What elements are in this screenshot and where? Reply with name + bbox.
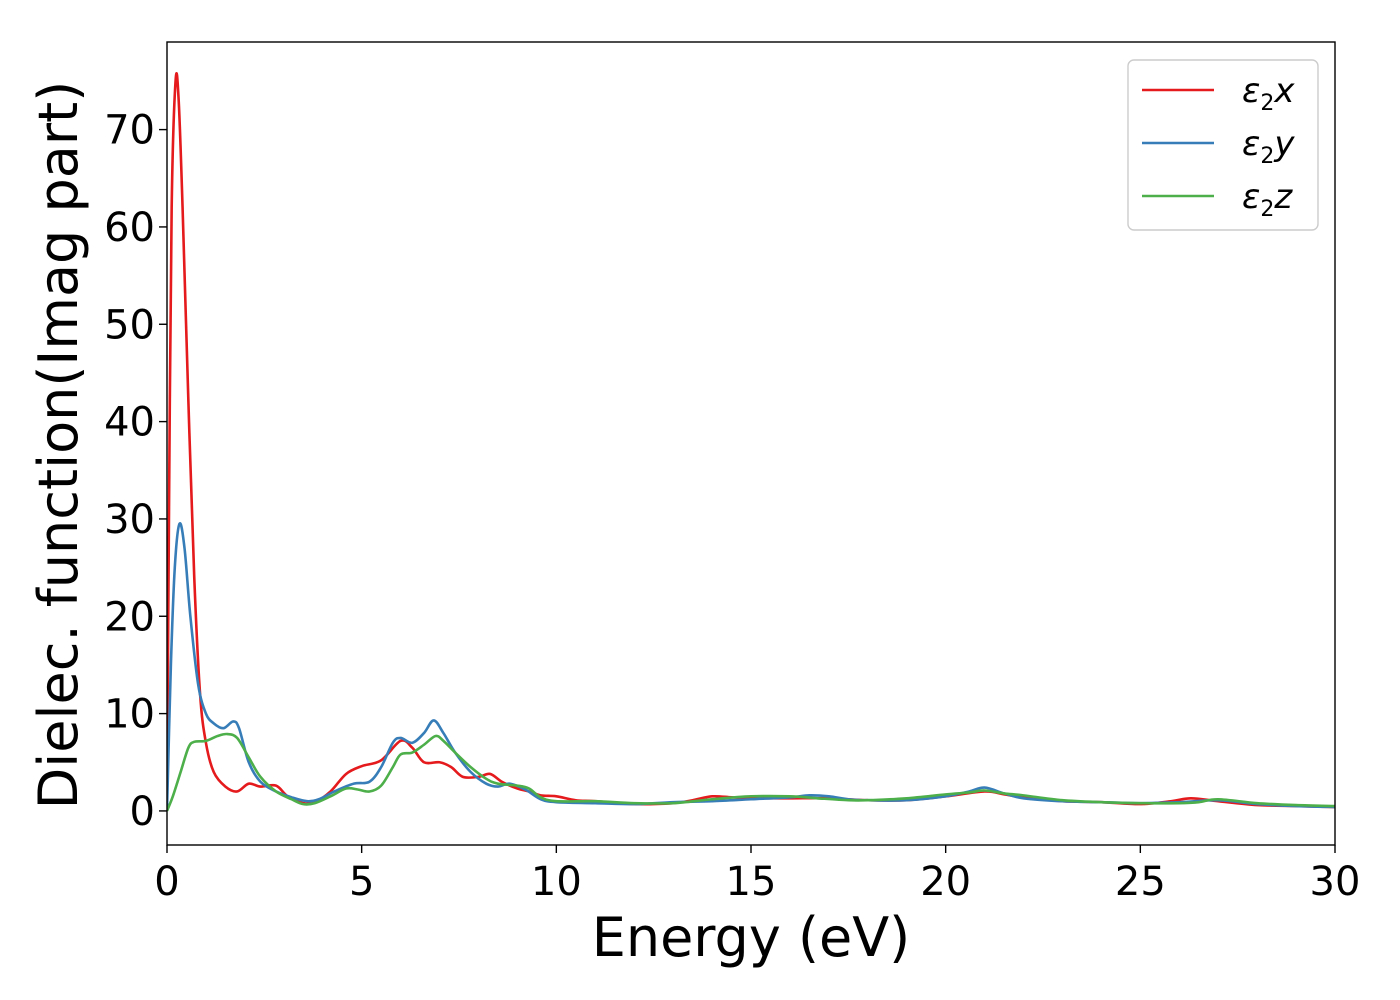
y-tick-label: 60 bbox=[104, 205, 155, 251]
x-tick-label: 30 bbox=[1310, 859, 1361, 905]
y-axis-title: Dielec. function(Imag part) bbox=[27, 81, 90, 810]
x-axis: 0 5 10 15 20 25 30 bbox=[154, 845, 1360, 905]
y-tick-label: 20 bbox=[104, 594, 155, 640]
legend-label-y: ε2y bbox=[1242, 124, 1295, 169]
series-line-z bbox=[167, 732, 1335, 812]
y-tick-label: 40 bbox=[104, 400, 155, 446]
y-tick-label: 10 bbox=[104, 692, 155, 738]
x-tick-label: 5 bbox=[349, 859, 374, 905]
legend-label-z: ε2z bbox=[1242, 177, 1293, 222]
x-tick-label: 20 bbox=[920, 859, 971, 905]
y-axis: 0 10 20 30 40 50 60 70 bbox=[104, 108, 167, 835]
x-tick-label: 0 bbox=[154, 859, 179, 905]
y-tick-label: 0 bbox=[130, 789, 155, 835]
x-tick-label: 10 bbox=[531, 859, 582, 905]
series-line-y bbox=[167, 521, 1335, 811]
y-tick-label: 30 bbox=[104, 497, 155, 543]
x-axis-title: Energy (eV) bbox=[592, 906, 911, 969]
x-tick-label: 15 bbox=[726, 859, 777, 905]
legend-label-x: ε2x bbox=[1242, 71, 1295, 116]
y-tick-label: 50 bbox=[104, 302, 155, 348]
legend: ε2x ε2y ε2z bbox=[1127, 59, 1319, 231]
series-layer bbox=[167, 72, 1335, 812]
x-tick-label: 25 bbox=[1115, 859, 1166, 905]
legend-box bbox=[1127, 59, 1319, 231]
y-tick-label: 70 bbox=[104, 108, 155, 154]
